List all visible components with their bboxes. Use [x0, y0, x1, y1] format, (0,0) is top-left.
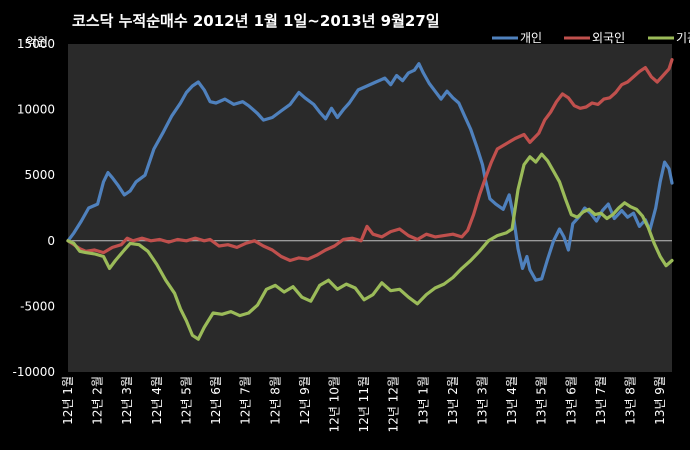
x-tick-label: 12년 1월 [61, 376, 75, 425]
x-tick-label: 13년 4월 [505, 376, 519, 425]
unit-label: 억원 [26, 35, 48, 49]
x-tick-label: 12년 4월 [150, 376, 164, 425]
x-tick-label: 12년 6월 [209, 376, 223, 425]
y-tick-label: -10000 [12, 365, 55, 379]
x-tick-label: 12년 3월 [120, 376, 134, 425]
y-tick-label: -5000 [20, 299, 55, 313]
x-tick-label: 13년 9월 [653, 376, 667, 425]
legend-label: 외국인 [592, 31, 625, 45]
series-line-2 [66, 58, 674, 263]
legend-label: 기관 [676, 31, 690, 45]
x-tick-label: 12년 8월 [268, 376, 282, 425]
legend-label: 개인 [520, 31, 542, 45]
y-axis: 15000 10000 5000 0 -5000 -10000 [12, 37, 55, 379]
x-axis: 12년 1월 12년 2월 12년 3월 12년 4월 12년 5월 12년 6월 12년 … [61, 376, 667, 432]
y-tick-label: 10000 [17, 103, 55, 117]
chart-title: 코스닥 누적순매수 2012년 1월 1일~2013년 9월27일 [72, 12, 440, 30]
x-tick-label: 12년 5월 [179, 376, 193, 425]
y-tick-label: 15000 [17, 37, 55, 51]
x-tick-label: 12년 7월 [239, 376, 253, 425]
series-line-3 [66, 152, 674, 341]
y-tick-label: 0 [47, 234, 55, 248]
x-tick-label: 12년 11월 [357, 376, 371, 432]
y-tick-label: 5000 [24, 168, 55, 182]
series-line-1 [66, 62, 674, 282]
x-tick-label: 13년 7월 [594, 376, 608, 425]
x-tick-label: 13년 8월 [624, 376, 638, 425]
x-tick-label: 12년 9월 [298, 376, 312, 425]
x-tick-label: 12년 12월 [387, 376, 401, 432]
x-tick-label: 13년 1월 [416, 376, 430, 425]
x-tick-label: 12년 10월 [327, 376, 341, 432]
x-tick-label: 13년 3월 [476, 376, 490, 425]
plot-area [68, 44, 672, 372]
x-tick-label: 13년 5월 [535, 376, 549, 425]
legend: 개인 외국인 기관 [492, 31, 690, 45]
x-tick-label: 13년 2월 [446, 376, 460, 425]
series-group [66, 58, 674, 341]
x-tick-label: 12년 2월 [91, 376, 105, 425]
x-tick-label: 13년 6월 [564, 376, 578, 425]
